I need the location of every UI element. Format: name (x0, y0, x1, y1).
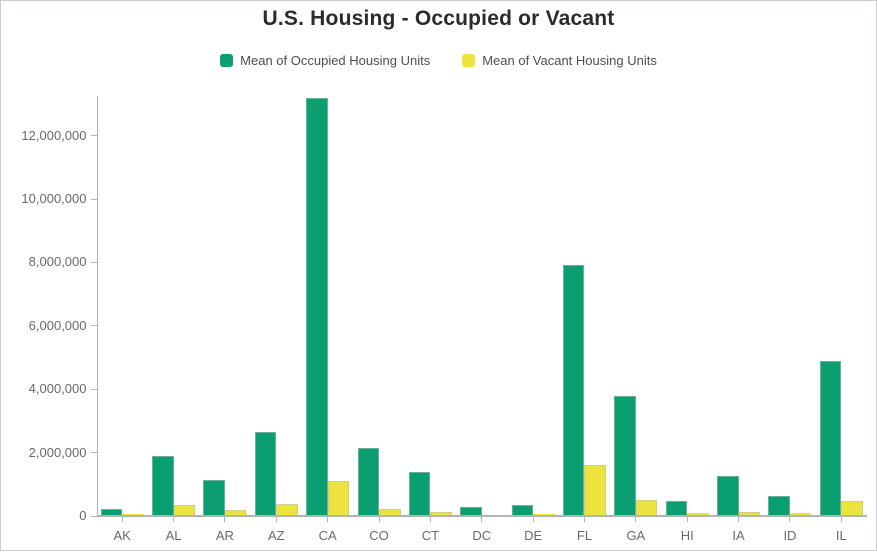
x-axis-label: DC (472, 528, 492, 543)
bar-vacant-IL[interactable] (841, 500, 863, 516)
bar-vacant-GA[interactable] (635, 500, 658, 516)
bar-vacant-AK[interactable] (122, 513, 144, 516)
legend-label-vacant: Mean of Vacant Housing Units (482, 53, 657, 68)
x-axis-label: DE (524, 528, 543, 543)
bar-occupied-HI[interactable] (665, 501, 688, 516)
x-axis-label: CA (318, 528, 337, 543)
x-axis-label: GA (626, 528, 646, 543)
y-tick (90, 452, 97, 454)
chart-title: U.S. Housing - Occupied or Vacant (262, 7, 615, 30)
bar-vacant-CO[interactable] (379, 509, 401, 516)
bar-occupied-AL[interactable] (152, 456, 174, 516)
x-tick (275, 516, 277, 522)
x-axis-label: AR (215, 528, 234, 543)
bar-occupied-CT[interactable] (408, 472, 431, 516)
x-tick (532, 516, 534, 522)
y-tick-label: 6,000,000 (28, 317, 87, 333)
bar-occupied-ID[interactable] (768, 495, 790, 516)
legend-item-occupied[interactable]: Mean of Occupied Housing Units (220, 53, 430, 68)
x-axis-label: AK (113, 528, 131, 543)
y-tick (90, 198, 97, 200)
y-tick (90, 325, 97, 327)
bar-occupied-IA[interactable] (717, 475, 739, 516)
bar-occupied-IL[interactable] (819, 360, 842, 516)
legend-swatch-vacant-icon (462, 54, 476, 67)
x-axis-label: CT (421, 528, 440, 543)
y-tick (90, 261, 97, 263)
x-axis-label: IL (835, 528, 847, 543)
x-tick (378, 516, 380, 522)
legend-swatch-occupied-icon (220, 54, 234, 67)
x-axis-label: HI (680, 528, 694, 543)
y-tick-label: 10,000,000 (21, 191, 87, 207)
x-tick (224, 516, 226, 522)
x-axis-label: AL (165, 528, 182, 543)
x-axis-label: AZ (267, 528, 285, 543)
x-tick (686, 516, 688, 522)
x-tick (429, 516, 431, 522)
y-tick-label: 8,000,000 (28, 254, 87, 270)
bar-occupied-CA[interactable] (306, 98, 328, 516)
bar-vacant-FL[interactable] (584, 465, 606, 516)
x-tick (173, 516, 175, 522)
x-axis-label: CO (369, 528, 389, 543)
x-axis-line (96, 515, 867, 517)
x-tick (635, 516, 637, 522)
bar-vacant-ID[interactable] (789, 513, 812, 516)
y-tick (90, 515, 97, 517)
y-tick-label: 4,000,000 (28, 381, 87, 397)
bar-vacant-CA[interactable] (327, 481, 350, 516)
bar-occupied-GA[interactable] (614, 395, 636, 516)
bar-occupied-DE[interactable] (511, 504, 534, 516)
bar-vacant-IA[interactable] (738, 511, 761, 516)
bar-occupied-AK[interactable] (100, 508, 123, 516)
bar-occupied-AZ[interactable] (254, 432, 277, 516)
bar-vacant-HI[interactable] (687, 513, 709, 516)
x-tick (583, 516, 585, 522)
bar-occupied-FL[interactable] (562, 264, 585, 516)
bar-vacant-AR[interactable] (224, 510, 247, 516)
x-tick (738, 516, 740, 522)
bar-occupied-CO[interactable] (357, 448, 380, 516)
bar-vacant-CT[interactable] (430, 512, 452, 516)
bar-vacant-AL[interactable] (173, 504, 196, 516)
x-tick (327, 516, 329, 522)
bar-occupied-DC[interactable] (460, 507, 482, 516)
y-tick (90, 388, 97, 390)
legend-label-occupied: Mean of Occupied Housing Units (240, 53, 431, 68)
x-tick (840, 516, 842, 522)
y-tick-label: 12,000,000 (21, 127, 87, 143)
x-tick (121, 516, 123, 522)
y-tick-label: 2,000,000 (28, 444, 87, 460)
y-tick-label: 0 (79, 508, 87, 523)
x-axis-label: FL (576, 528, 593, 543)
bar-occupied-AR[interactable] (203, 479, 225, 516)
y-axis-line (96, 96, 98, 516)
x-tick (789, 516, 791, 522)
bar-vacant-AZ[interactable] (276, 503, 298, 516)
legend: Mean of Occupied Housing Units Mean of V… (1, 53, 876, 68)
x-tick (481, 516, 483, 522)
x-axis-label: ID (783, 528, 797, 543)
legend-item-vacant[interactable]: Mean of Vacant Housing Units (462, 53, 657, 68)
x-axis-label: IA (732, 528, 745, 543)
y-tick (90, 135, 97, 137)
bar-vacant-DE[interactable] (533, 513, 555, 516)
